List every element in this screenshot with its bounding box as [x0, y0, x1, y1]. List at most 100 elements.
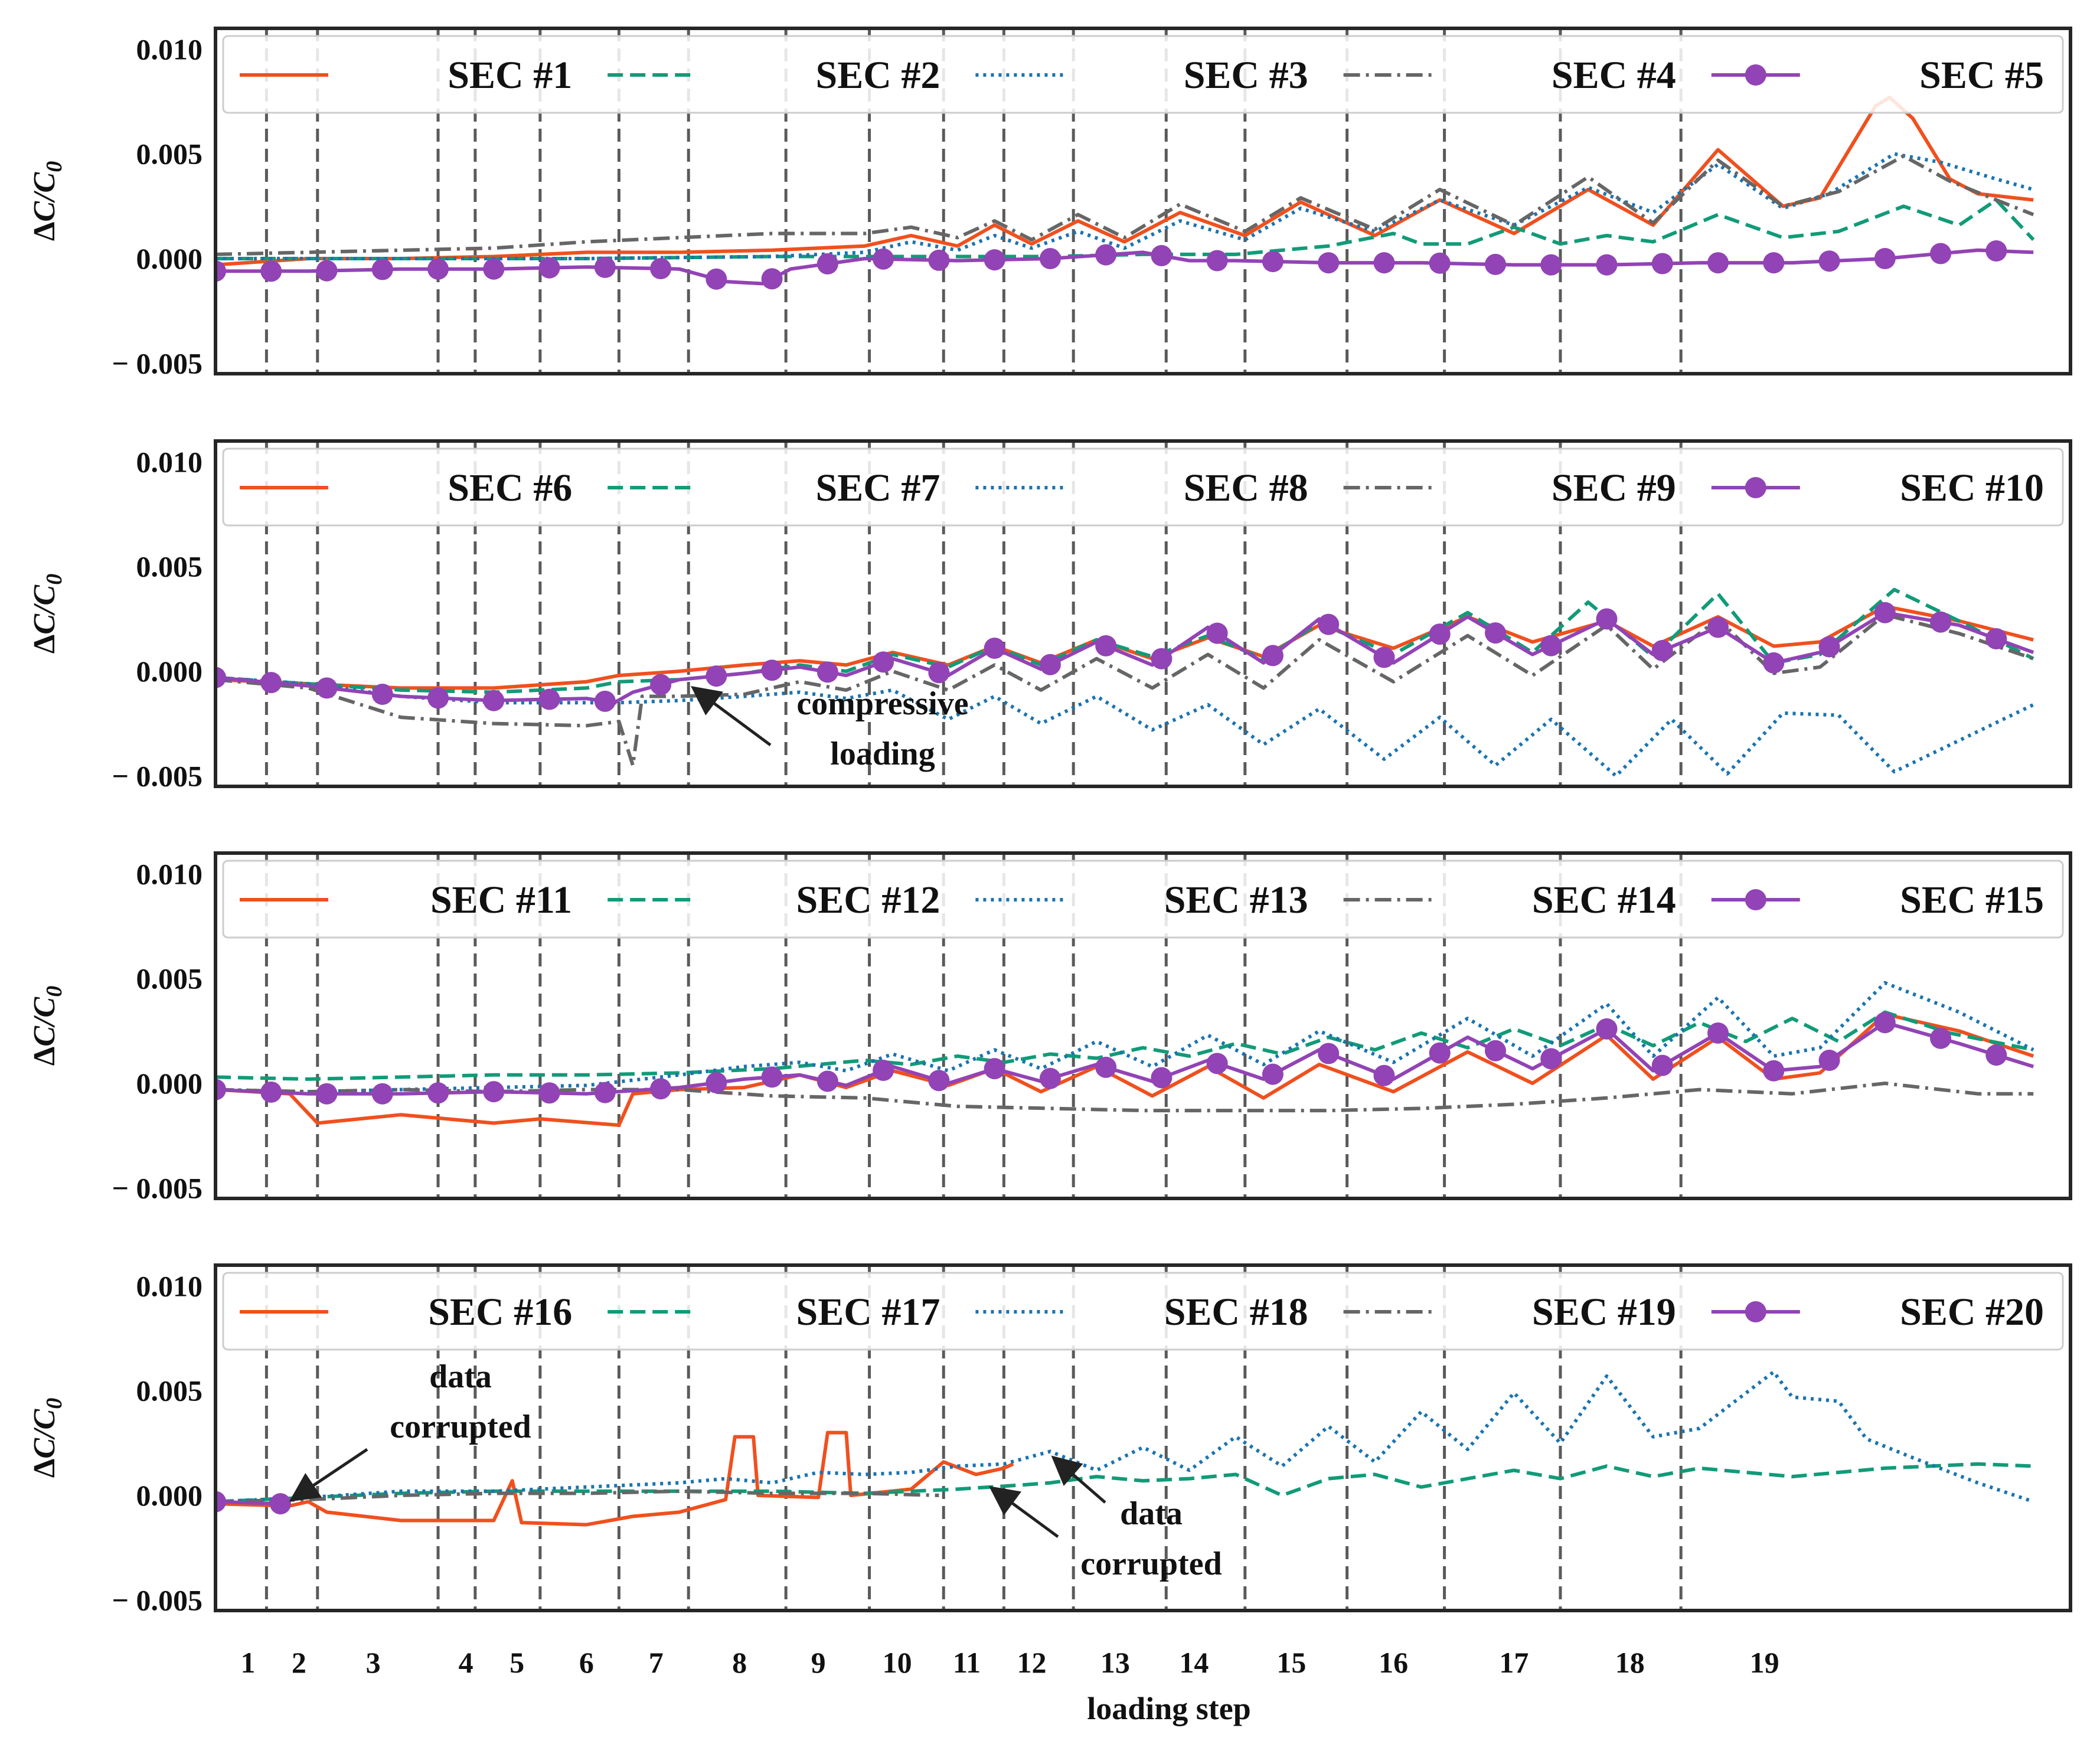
legend: SEC #6 SEC #7 SEC #8 SEC #9 SEC #10 [222, 448, 2064, 527]
series-marker [483, 1081, 505, 1103]
series-marker [371, 684, 393, 705]
series-line-17 [215, 1462, 2034, 1504]
legend-label: SEC #9 [1552, 466, 1676, 509]
series-marker [427, 1082, 449, 1104]
series-marker [650, 258, 672, 280]
legend-label: SEC #19 [1532, 1291, 1676, 1334]
series-marker [260, 672, 282, 694]
series-marker [650, 674, 672, 695]
annotation-text: data [429, 1358, 492, 1395]
y-tick-label: 0.010 [136, 1269, 203, 1302]
series-marker [761, 1066, 783, 1088]
series-marker [1373, 1064, 1395, 1086]
y-tick-label: 0.000 [136, 1479, 203, 1512]
series-marker [1540, 635, 1562, 656]
legend-marker [1745, 889, 1766, 910]
series-marker [215, 1491, 226, 1513]
legend-label: SEC #16 [428, 1291, 572, 1334]
series-marker [1540, 254, 1562, 276]
x-axis-label: loading step [1087, 1691, 1251, 1726]
series-marker [1095, 635, 1117, 656]
legend-box [222, 1272, 2064, 1351]
legend-label: SEC #18 [1164, 1291, 1308, 1334]
series-marker [1596, 254, 1618, 276]
legend-label: SEC #5 [1919, 54, 2044, 97]
series-marker [538, 1082, 560, 1104]
series-marker [1540, 1048, 1562, 1070]
series-marker [817, 661, 838, 683]
series-marker [1039, 1067, 1061, 1089]
series-marker [594, 256, 616, 278]
series-line-14 [215, 1082, 2034, 1113]
x-tick-label: 7 [649, 1646, 664, 1679]
x-tick-label: 16 [1379, 1646, 1408, 1679]
x-tick-label: 19 [1750, 1646, 1779, 1679]
series-marker [1763, 1060, 1785, 1082]
legend-label: SEC #6 [448, 466, 572, 509]
series-marker [1095, 1056, 1117, 1078]
y-tick-label: 0.005 [136, 138, 203, 171]
panel-4: 0.010 0.005 0.000 − 0.005 ΔC/C0 SEC #16 SEC #1… [28, 1263, 2072, 1679]
x-tick-label: 5 [510, 1646, 524, 1679]
series-marker [1651, 1054, 1673, 1076]
series-marker [1985, 240, 2007, 262]
annotation-arrow [1051, 1455, 1106, 1504]
legend-label: SEC #14 [1532, 878, 1676, 922]
y-tick-label: 0.010 [136, 857, 203, 890]
y-tick-label: 0.010 [136, 445, 203, 478]
axes-frame [214, 851, 2072, 1200]
y-axis-label: ΔC/C0 [28, 986, 67, 1066]
series-marker [1262, 250, 1283, 272]
x-tick-label: 17 [1499, 1646, 1529, 1679]
series-marker [1373, 252, 1395, 274]
y-tick-label: − 0.005 [112, 347, 203, 380]
series-marker [1262, 645, 1283, 667]
series-marker [1262, 1063, 1283, 1085]
y-tick-label: − 0.005 [112, 759, 203, 792]
legend-label: SEC #10 [1900, 466, 2044, 509]
legend-label: SEC #7 [816, 466, 940, 509]
legend-box [222, 35, 2064, 114]
series-marker [928, 662, 950, 684]
annotation-arrow [289, 1448, 368, 1502]
series-line-9 [215, 613, 2034, 767]
series-marker [1151, 245, 1173, 267]
series-marker [984, 638, 1005, 659]
legend-label: SEC #17 [796, 1291, 940, 1334]
series-marker [650, 1078, 672, 1100]
x-tick-label: 2 [292, 1646, 306, 1679]
series-marker [1318, 1043, 1340, 1064]
x-tick-label: 14 [1179, 1646, 1209, 1679]
series-marker [1930, 243, 1952, 264]
series-marker [706, 1072, 727, 1093]
series-marker [761, 268, 783, 290]
x-tick-label: 9 [811, 1646, 826, 1679]
series-marker [594, 690, 616, 712]
series-marker [1206, 1053, 1228, 1074]
series-marker [1151, 1067, 1173, 1089]
annotation-arrow [690, 686, 772, 747]
series-marker [1484, 253, 1506, 275]
series-marker [1373, 646, 1395, 668]
legend-label: SEC #8 [1184, 466, 1308, 509]
series-marker [1874, 248, 1896, 269]
series-marker [1763, 652, 1785, 674]
series-marker [1930, 1027, 1952, 1049]
y-axis-label: ΔC/C0 [28, 1398, 67, 1478]
series-marker [538, 257, 560, 279]
y-tick-label: 0.005 [136, 1374, 203, 1407]
annotation-text: compressive [796, 685, 968, 722]
series-marker [928, 1070, 950, 1092]
series-marker [1818, 250, 1840, 272]
series-marker [371, 1083, 393, 1105]
x-tick-label: 18 [1615, 1646, 1645, 1679]
series-marker [706, 268, 727, 290]
series-marker [316, 677, 338, 699]
legend-label: SEC #13 [1164, 878, 1308, 922]
legend-label: SEC #12 [796, 878, 940, 922]
y-tick-label: − 0.005 [112, 1583, 203, 1616]
series-marker [1596, 608, 1618, 630]
series-marker [1429, 1042, 1451, 1064]
